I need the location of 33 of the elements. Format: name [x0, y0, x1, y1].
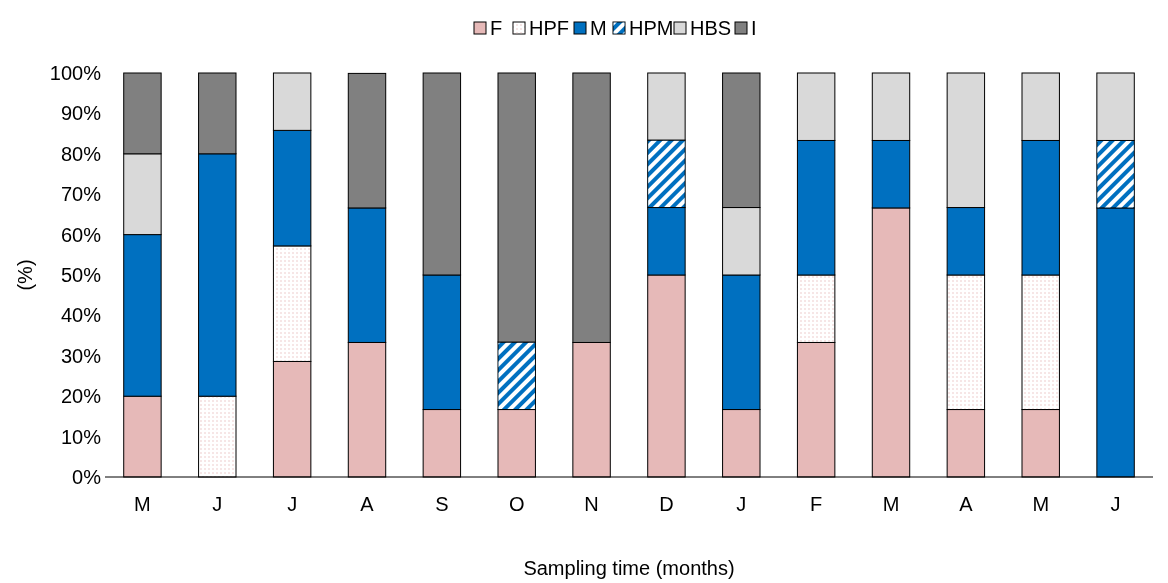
legend-label: HBS [690, 17, 732, 39]
x-tick-label: N [584, 493, 599, 515]
x-tick-label: J [1110, 493, 1121, 515]
x-axis-title: Sampling time (months) [523, 557, 735, 579]
legend-label: I [751, 17, 757, 39]
x-tick-label: D [659, 493, 674, 515]
y-tick-label: 20% [60, 385, 102, 408]
x-tick-label: M [1032, 493, 1050, 515]
y-tick-label: 90% [60, 102, 102, 125]
legend-label: F [490, 17, 503, 39]
y-axis-title: (%) [14, 259, 36, 291]
x-tick-label: F [810, 493, 823, 515]
x-tick-label: J [212, 493, 223, 515]
x-tick-label: A [360, 493, 375, 515]
legend-label: M [590, 17, 607, 39]
y-tick-label: 80% [60, 142, 102, 165]
legend-label: HPF [529, 17, 569, 39]
y-tick-label: 40% [60, 304, 102, 327]
y-tick-label: 10% [60, 425, 102, 448]
x-tick-label: O [508, 493, 525, 515]
x-tick-label: J [287, 493, 298, 515]
y-tick-label: 60% [60, 223, 102, 246]
y-tick-label: 30% [60, 344, 102, 367]
x-tick-label: A [959, 493, 974, 515]
y-tick-label: 50% [60, 264, 102, 286]
y-tick-label: 0% [72, 466, 102, 488]
y-tick-label: 100% [49, 62, 102, 84]
legend-label: HPM [629, 17, 674, 39]
x-tick-label: S [435, 493, 449, 515]
x-tick-label: M [134, 493, 151, 515]
x-tick-label: J [736, 493, 747, 515]
x-tick-label: M [882, 493, 900, 515]
y-tick-label: 70% [60, 183, 102, 206]
